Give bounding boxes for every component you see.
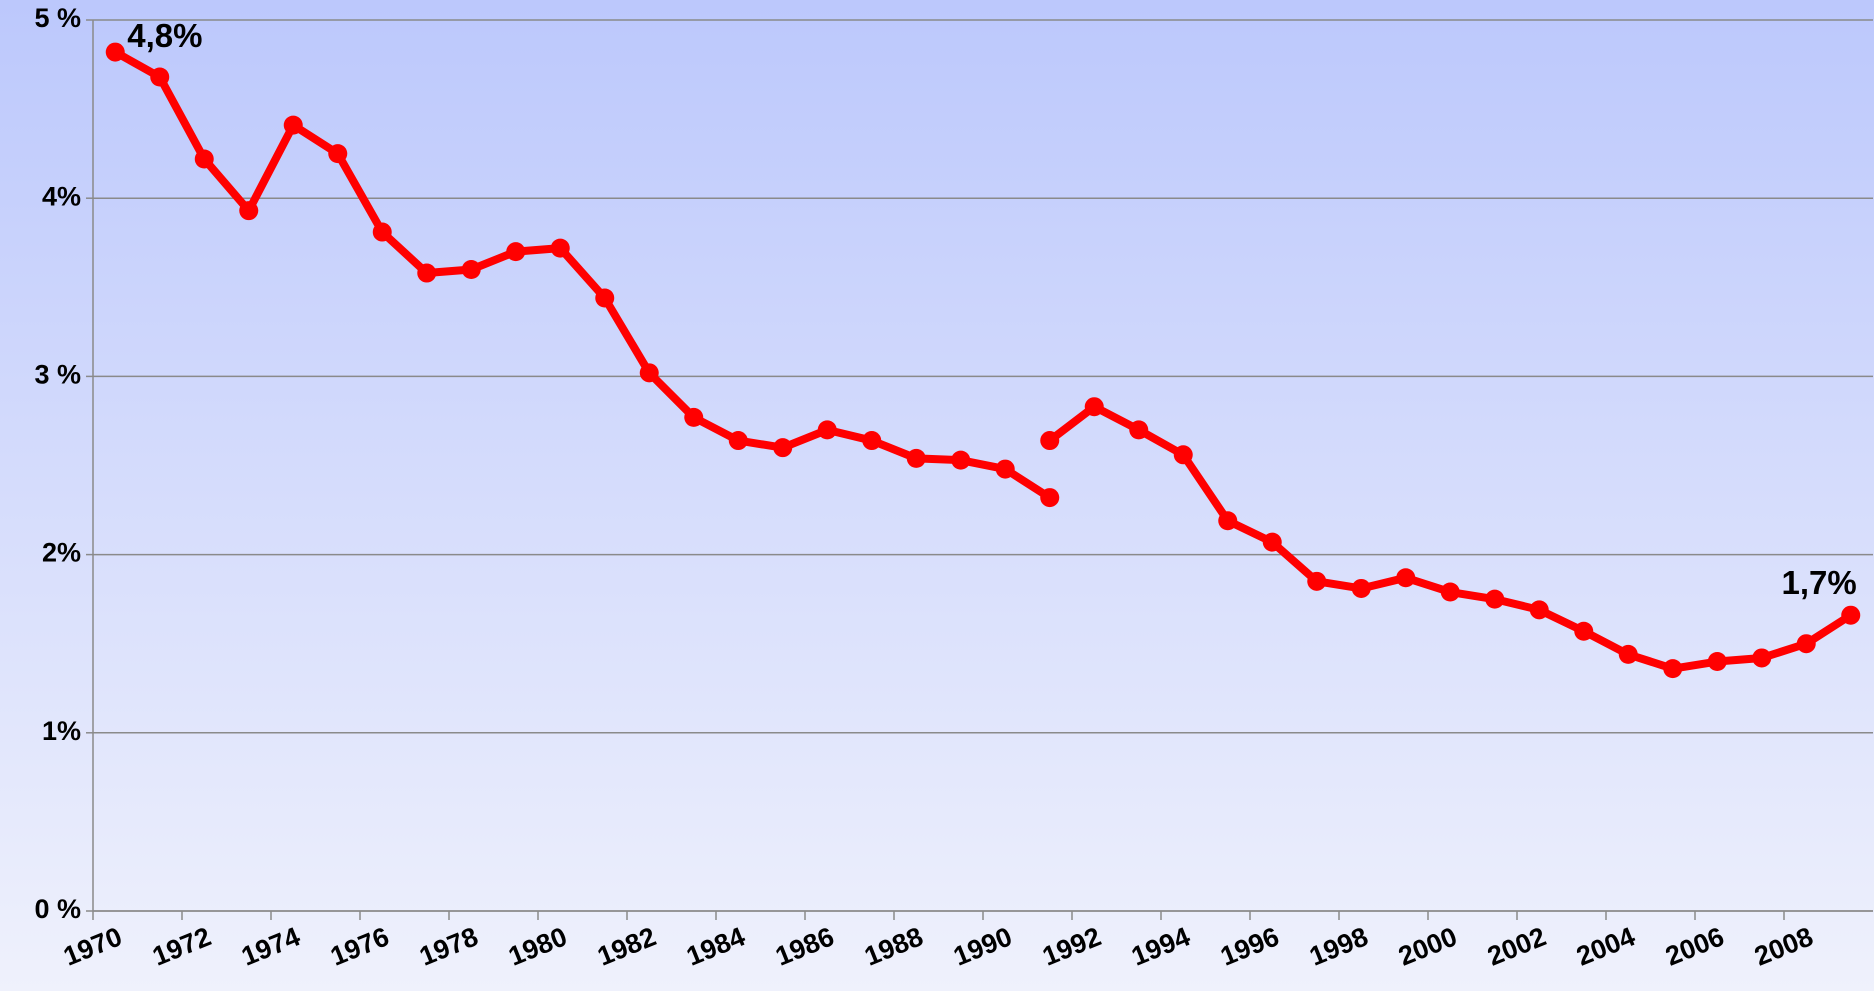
- value-label: 4,8%: [127, 17, 202, 54]
- point: [328, 144, 348, 164]
- point: [773, 438, 793, 458]
- point: [372, 222, 392, 242]
- point: [1618, 644, 1638, 664]
- point: [728, 431, 748, 451]
- point: [1307, 571, 1327, 591]
- point: [995, 459, 1015, 479]
- point: [550, 238, 570, 258]
- y-tick-label: 0 %: [34, 894, 81, 924]
- point: [1173, 445, 1193, 465]
- point: [506, 242, 526, 262]
- point: [461, 259, 481, 279]
- y-tick-label: 3 %: [34, 360, 81, 390]
- point: [1529, 600, 1549, 620]
- point: [1129, 420, 1149, 440]
- point: [1084, 397, 1104, 417]
- point: [105, 42, 125, 62]
- point: [283, 115, 303, 135]
- point: [1752, 648, 1772, 668]
- point: [1440, 582, 1460, 602]
- point: [239, 201, 259, 221]
- point: [1663, 659, 1683, 679]
- point: [1574, 621, 1594, 641]
- point: [417, 263, 437, 283]
- point: [1351, 578, 1371, 598]
- point: [639, 363, 659, 383]
- point: [906, 448, 926, 468]
- point: [1707, 652, 1727, 672]
- y-tick-label: 2%: [42, 538, 81, 568]
- point: [1040, 431, 1060, 451]
- y-tick-label: 5 %: [34, 3, 81, 33]
- point: [150, 67, 170, 87]
- point: [1040, 488, 1060, 508]
- point: [1796, 634, 1816, 654]
- point: [194, 149, 214, 169]
- point: [817, 420, 837, 440]
- point: [951, 450, 971, 470]
- y-tick-label: 1%: [42, 716, 81, 746]
- point: [1218, 511, 1238, 531]
- point: [1485, 589, 1505, 609]
- point: [684, 407, 704, 427]
- point: [1262, 532, 1282, 552]
- value-label: 1,7%: [1782, 564, 1857, 601]
- point: [595, 288, 615, 308]
- point: [862, 431, 882, 451]
- line: [113, 48, 1052, 501]
- point: [1396, 568, 1416, 588]
- point: [1841, 605, 1861, 625]
- y-tick-label: 4%: [42, 181, 81, 211]
